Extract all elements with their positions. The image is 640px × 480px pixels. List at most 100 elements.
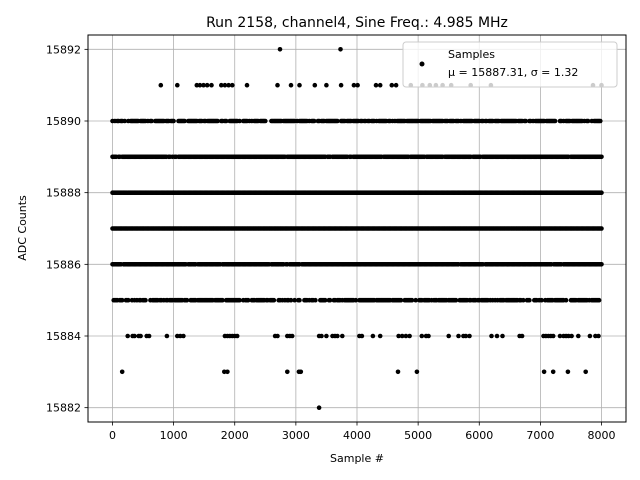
data-point [576, 333, 581, 339]
data-point [583, 369, 588, 375]
data-point [327, 297, 333, 303]
data-point [324, 333, 329, 339]
data-point [122, 118, 127, 124]
y-axis-ticks: 15882 15884 15886 15888 15890 15892 [46, 43, 88, 415]
data-point [289, 333, 295, 339]
data-point [215, 118, 220, 124]
data-point [456, 333, 461, 339]
data-point [446, 333, 452, 339]
data-point [399, 333, 405, 339]
data-point [143, 297, 148, 303]
y-tick-label: 15884 [46, 330, 81, 343]
data-point [316, 405, 322, 411]
data-point [419, 333, 425, 339]
legend-series-name: Samples [448, 48, 495, 61]
data-point [158, 82, 164, 88]
data-point [585, 118, 591, 124]
data-point [226, 82, 231, 88]
data-point [338, 47, 343, 52]
data-point [527, 297, 532, 303]
x-tick-label: 2000 [221, 429, 249, 442]
data-point [182, 118, 187, 124]
data-point [285, 369, 290, 375]
x-tick-label: 7000 [526, 429, 554, 442]
data-point [541, 369, 547, 375]
data-point [234, 333, 240, 339]
data-point [563, 297, 569, 303]
data-point [453, 297, 459, 303]
x-axis-label: Sample # [330, 452, 384, 465]
data-point [220, 297, 225, 303]
data-point [377, 333, 383, 339]
data-point [244, 82, 250, 88]
data-point [225, 369, 230, 375]
x-tick-label: 0 [109, 429, 116, 442]
chart-title: Run 2158, channel4, Sine Freq.: 4.985 MH… [206, 15, 508, 31]
y-tick-label: 15890 [46, 115, 81, 128]
x-tick-label: 6000 [465, 429, 493, 442]
data-point [126, 297, 131, 303]
data-point [599, 154, 604, 160]
data-point [353, 297, 359, 303]
data-point [275, 333, 280, 339]
data-point [599, 226, 604, 231]
data-point [598, 118, 603, 124]
data-point [489, 333, 494, 339]
data-point [277, 47, 283, 52]
data-point [351, 82, 357, 88]
data-point [587, 333, 593, 339]
x-tick-label: 3000 [282, 429, 310, 442]
data-point [407, 333, 412, 339]
data-point [271, 297, 277, 303]
legend-marker [419, 61, 425, 67]
data-point [146, 333, 152, 339]
x-tick-label: 5000 [404, 429, 432, 442]
data-point [519, 333, 525, 339]
data-point [403, 333, 409, 339]
data-point [373, 82, 379, 88]
data-point [377, 82, 383, 88]
data-point [552, 118, 558, 124]
data-point [204, 82, 210, 88]
data-point [312, 82, 318, 88]
data-point [340, 333, 345, 339]
data-point [322, 297, 328, 303]
data-point [201, 82, 206, 88]
data-point [335, 118, 340, 124]
data-point [395, 369, 401, 375]
data-point [463, 333, 469, 339]
data-point [523, 118, 528, 124]
data-point [467, 333, 472, 339]
data-point [164, 333, 170, 339]
data-points [110, 47, 604, 411]
data-point [494, 333, 500, 339]
data-point [413, 297, 419, 303]
data-point [288, 297, 294, 303]
data-point [389, 82, 395, 88]
data-point [132, 333, 137, 339]
data-point [355, 82, 360, 88]
data-point [557, 333, 563, 339]
legend-box [402, 41, 618, 88]
data-point [292, 297, 297, 303]
y-tick-label: 15888 [46, 187, 81, 200]
data-point [409, 297, 415, 303]
data-point [149, 118, 154, 124]
data-point [550, 333, 556, 339]
data-point [338, 82, 344, 88]
x-tick-label: 4000 [343, 429, 371, 442]
x-tick-label: 1000 [160, 429, 188, 442]
data-point [599, 190, 604, 195]
data-point [119, 297, 125, 303]
data-point [237, 297, 242, 303]
data-point [370, 333, 376, 339]
data-point [119, 369, 125, 375]
data-point [569, 333, 574, 339]
data-point [125, 333, 130, 339]
data-point [298, 369, 304, 375]
data-point [565, 369, 571, 375]
y-tick-label: 15882 [46, 402, 81, 415]
data-point [396, 333, 401, 339]
data-point [599, 262, 604, 267]
